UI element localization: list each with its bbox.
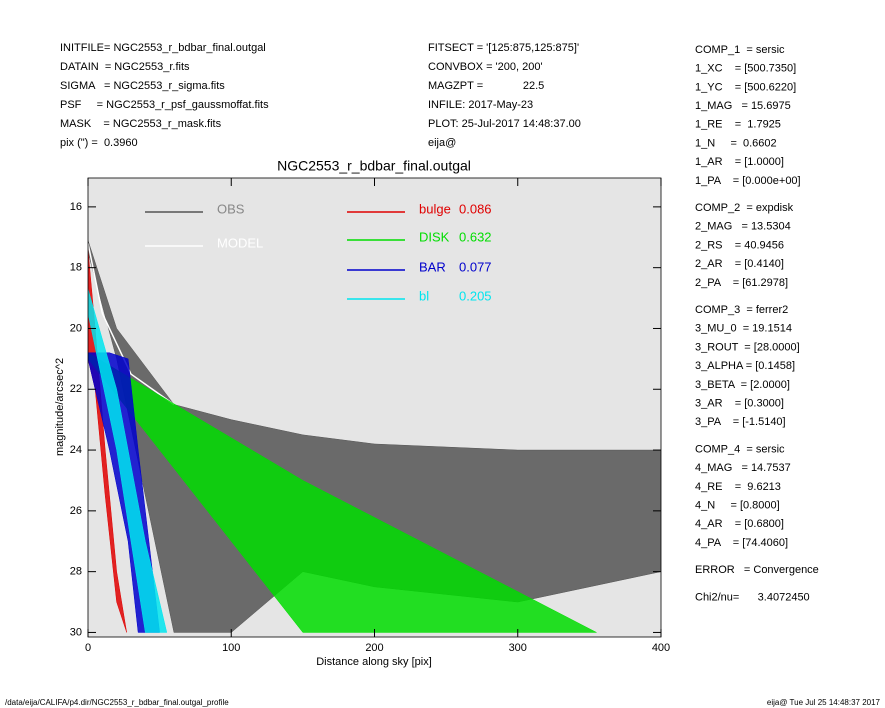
header-field: pix (") = 0.3960 — [60, 137, 138, 149]
legend-label: MODEL — [217, 235, 263, 250]
header-field: eija@ — [428, 137, 456, 149]
component-field: 3_AR = [0.3000] — [695, 398, 784, 410]
y-axis-label: magnitude/arcsec^2 — [54, 358, 66, 456]
component-field: COMP_3 = ferrer2 — [695, 304, 788, 316]
component-field: 4_MAG = 14.7537 — [695, 462, 791, 474]
component-field: COMP_1 = sersic — [695, 44, 785, 56]
header-field: CONVBOX = '200, 200' — [428, 61, 543, 73]
header-field: SIGMA = NGC2553_r_sigma.fits — [60, 80, 225, 92]
component-field: 1_N = 0.6602 — [695, 137, 777, 149]
y-tick-label: 20 — [70, 322, 82, 334]
x-tick-label: 300 — [509, 642, 527, 654]
y-tick-label: 28 — [70, 566, 82, 578]
component-field: 1_MAG = 15.6975 — [695, 100, 791, 112]
component-field: 2_AR = [0.4140] — [695, 258, 784, 270]
component-field: 4_N = [0.8000] — [695, 500, 780, 512]
x-tick-label: 200 — [365, 642, 383, 654]
header-field: FITSECT = '[125:875,125:875]' — [428, 42, 579, 54]
component-field: 1_YC = [500.6220] — [695, 81, 796, 93]
legend-label: bl — [419, 288, 429, 303]
chart-title: NGC2553_r_bdbar_final.outgal — [277, 158, 471, 174]
header-field: PLOT: 25-Jul-2017 14:48:37.00 — [428, 118, 581, 130]
y-tick-label: 26 — [70, 505, 82, 517]
profile-line — [88, 243, 175, 406]
legend-fraction: 0.632 — [459, 229, 492, 244]
x-axis-label: Distance along sky [pix] — [316, 656, 432, 668]
component-field: 4_PA = [74.4060] — [695, 537, 788, 549]
component-field: 4_RE = 9.6213 — [695, 481, 781, 493]
component-field: 1_AR = [1.0000] — [695, 156, 784, 168]
legend-fraction: 0.077 — [459, 259, 492, 274]
component-field: ERROR = Convergence — [695, 564, 819, 576]
footer-stamp: eija@ Tue Jul 25 14:48:37 2017 — [767, 698, 881, 707]
plot-area — [88, 240, 661, 633]
y-tick-label: 30 — [70, 626, 82, 638]
y-tick-label: 16 — [70, 201, 82, 213]
legend-fraction: 0.205 — [459, 288, 492, 303]
component-field: COMP_2 = expdisk — [695, 202, 794, 214]
header-field: MAGZPT = 22.5 — [428, 80, 544, 92]
component-field: 3_BETA = [2.0000] — [695, 379, 790, 391]
component-field: Chi2/nu= 3.4072450 — [695, 591, 810, 603]
component-field: 3_ALPHA = [0.1458] — [695, 360, 795, 372]
y-tick-label: 18 — [70, 262, 82, 274]
component-field: 2_MAG = 13.5304 — [695, 221, 791, 233]
component-field: 3_MU_0 = 19.1514 — [695, 323, 792, 335]
y-tick-label: 24 — [70, 444, 82, 456]
footer-path: /data/eija/CALIFA/p4.dir/NGC2553_r_bdbar… — [5, 698, 229, 707]
x-tick-label: 400 — [652, 642, 670, 654]
legend-label: DISK — [419, 229, 450, 244]
legend-label: BAR — [419, 259, 446, 274]
header-field: INITFILE= NGC2553_r_bdbar_final.outgal — [60, 42, 266, 54]
profile-band — [88, 288, 168, 633]
header-field: DATAIN = NGC2553_r.fits — [60, 61, 190, 73]
profile-band — [88, 352, 597, 633]
component-field: COMP_4 = sersic — [695, 443, 785, 455]
legend-label: bulge — [419, 201, 451, 216]
header-field: INFILE: 2017-May-23 — [428, 99, 533, 111]
component-field: 3_ROUT = [28.0000] — [695, 341, 800, 353]
x-tick-label: 0 — [85, 642, 91, 654]
component-field: 2_PA = [61.2978] — [695, 277, 788, 289]
component-field: 1_RE = 1.7925 — [695, 119, 781, 131]
legend-fraction: 0.086 — [459, 201, 492, 216]
component-field: 3_PA = [-1.5140] — [695, 416, 786, 428]
component-field: 1_XC = [500.7350] — [695, 63, 796, 75]
component-field: 2_RS = 40.9456 — [695, 239, 784, 251]
component-field: 4_AR = [0.6800] — [695, 518, 784, 530]
component-field: 1_PA = [0.000e+00] — [695, 175, 801, 187]
x-tick-label: 100 — [222, 642, 240, 654]
header-field: PSF = NGC2553_r_psf_gaussmoffat.fits — [60, 99, 269, 111]
header-field: MASK = NGC2553_r_mask.fits — [60, 118, 222, 130]
y-tick-label: 22 — [70, 383, 82, 395]
legend-label: OBS — [217, 201, 245, 216]
